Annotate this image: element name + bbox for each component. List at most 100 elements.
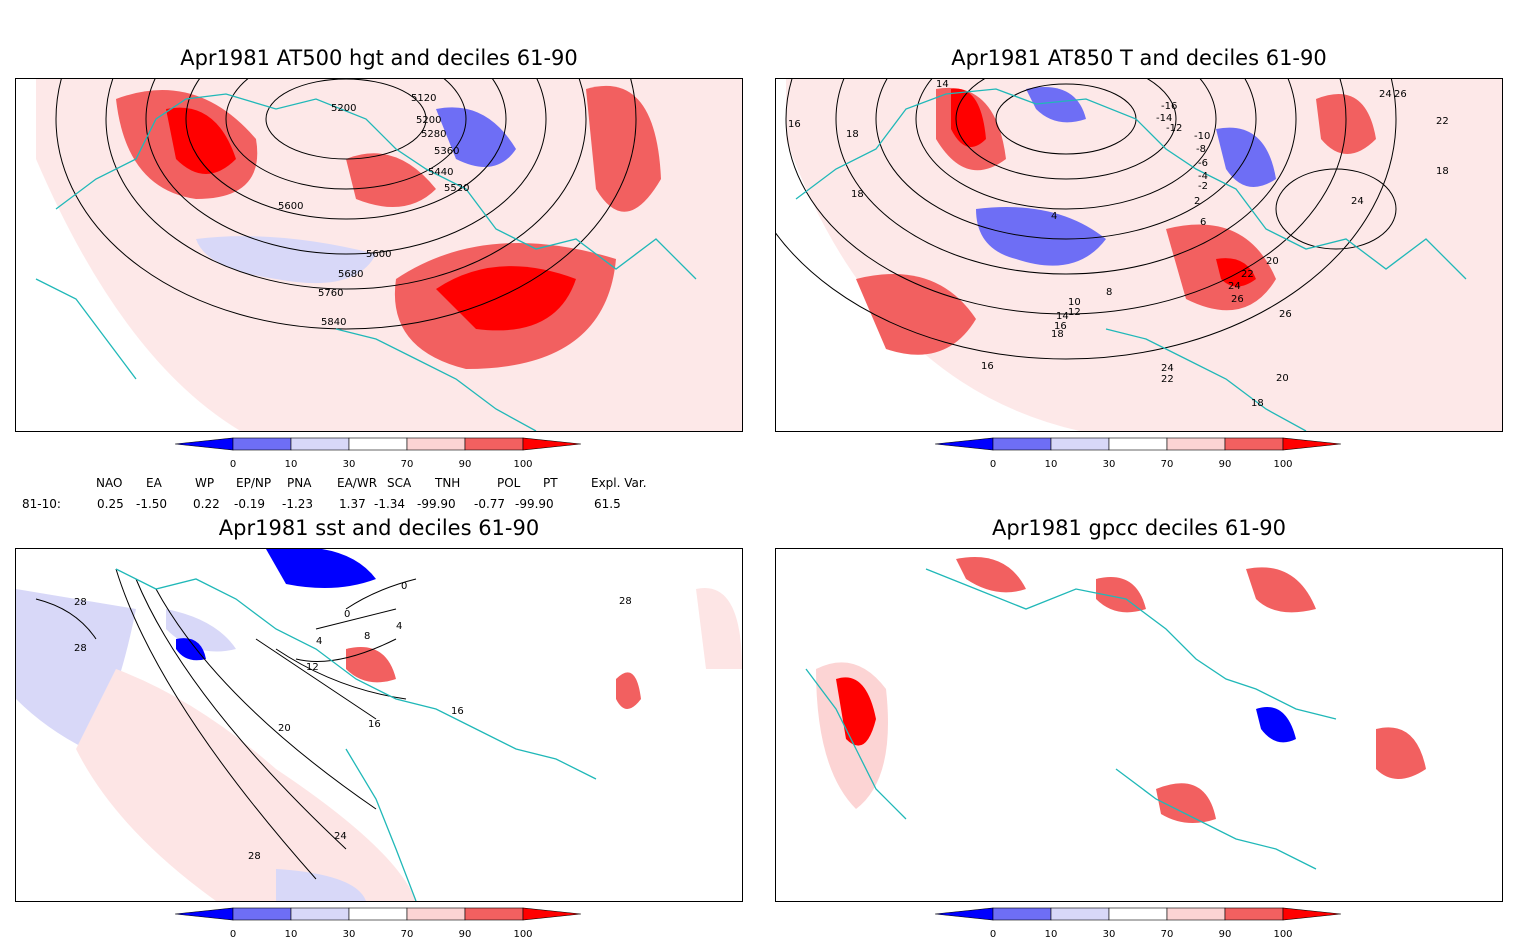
hgt-map: 5200 5120 5200 5280 5360 5440 5520 5600 … — [16, 79, 742, 431]
contour-label: 5280 — [421, 129, 446, 140]
index-header: PT — [543, 476, 558, 490]
index-value: -99.90 — [417, 497, 456, 511]
colorbar-tick-label: 0 — [990, 929, 996, 940]
contour-label: 24 — [1379, 89, 1392, 100]
colorbar-tick-label: 90 — [1219, 459, 1232, 470]
contour-label: 24 — [1351, 196, 1364, 207]
contour-label: -12 — [1166, 123, 1182, 134]
colorbar-segment — [522, 907, 582, 921]
colorbar-4: 0 10 30 70 90 100 — [934, 906, 1345, 942]
colorbar-segment — [934, 907, 994, 921]
colorbar-segment — [290, 907, 350, 921]
t850-map: 14 16 18 18 -16 -14 -12 -10 -8 -6 -4 -2 … — [776, 79, 1502, 431]
contour-label: 24 — [1228, 281, 1241, 292]
colorbar-segment — [232, 907, 292, 921]
colorbar-segment — [232, 437, 292, 451]
index-header: SCA — [387, 476, 412, 490]
colorbar-tick-label: 30 — [343, 459, 356, 470]
contour-label: 24 — [1161, 363, 1174, 374]
map-panel-t850: 14 16 18 18 -16 -14 -12 -10 -8 -6 -4 -2 … — [775, 78, 1503, 432]
gpcc-map — [776, 549, 1502, 901]
contour-label: 8 — [364, 631, 370, 642]
index-header: WP — [195, 476, 215, 490]
colorbar-segment — [464, 907, 524, 921]
colorbar-segment — [1282, 437, 1342, 451]
map-panel-gpcc — [775, 548, 1503, 902]
contour-label: 14 — [1056, 311, 1069, 322]
contour-label: 5200 — [416, 115, 441, 126]
index-value: -0.77 — [474, 497, 506, 511]
contour-label: 20 — [278, 723, 291, 734]
colorbar-segment — [1166, 907, 1226, 921]
colorbar-tick-label: 100 — [1273, 929, 1292, 940]
index-value: -0.19 — [234, 497, 266, 511]
index-value: -1.23 — [282, 497, 314, 511]
contour-label: 16 — [981, 361, 994, 372]
colorbar-segment — [1224, 437, 1284, 451]
colorbar-tick-label: 100 — [513, 459, 532, 470]
contour-label: 5440 — [428, 167, 453, 178]
colorbar-tick-label: 90 — [459, 459, 472, 470]
colorbar-segment — [464, 437, 524, 451]
colorbar-tick-label: 30 — [1103, 459, 1116, 470]
index-value: -1.50 — [136, 497, 168, 511]
colorbar-tick-label: 30 — [343, 929, 356, 940]
colorbar-tick-label: 70 — [401, 929, 414, 940]
index-header: POL — [497, 476, 521, 490]
contour-label: 16 — [451, 706, 464, 717]
index-header: TNH — [435, 476, 461, 490]
index-value: 0.22 — [193, 497, 220, 511]
contour-label: 22 — [1436, 116, 1449, 127]
contour-label: 14 — [936, 79, 949, 90]
colorbar-segment — [1282, 907, 1342, 921]
contour-label: 6 — [1200, 217, 1206, 228]
colorbar-tick-label: 70 — [1161, 929, 1174, 940]
contour-label: 5600 — [278, 201, 303, 212]
colorbar-tick-label: 0 — [990, 459, 996, 470]
colorbar-tick-label: 90 — [459, 929, 472, 940]
contour-label: 10 — [1068, 297, 1081, 308]
contour-label: -8 — [1196, 144, 1206, 155]
colorbar-tick-label: 10 — [285, 929, 298, 940]
contour-label: 12 — [306, 662, 319, 673]
index-value: -1.34 — [374, 497, 406, 511]
colorbar-segment — [1108, 907, 1168, 921]
contour-label: 26 — [1394, 89, 1407, 100]
colorbar-segment — [1050, 437, 1110, 451]
contour-label: 28 — [74, 643, 87, 654]
index-value: -99.90 — [515, 497, 554, 511]
contour-label: 16 — [1054, 321, 1067, 332]
contour-label: 5680 — [338, 269, 363, 280]
colorbar-segment — [1224, 907, 1284, 921]
colorbar-segment — [934, 437, 994, 451]
colorbar-segment — [992, 907, 1052, 921]
index-value: 1.37 — [339, 497, 366, 511]
contour-label: 4 — [316, 636, 322, 647]
colorbar-graphic: 0 10 30 70 90 100 — [934, 437, 1342, 470]
contour-label: 5600 — [366, 249, 391, 260]
panel-title-t850: Apr1981 AT850 T and deciles 61-90 — [951, 46, 1327, 70]
colorbar-tick-label: 10 — [1045, 459, 1058, 470]
contour-label: 5520 — [444, 183, 469, 194]
panel-title-hgt: Apr1981 AT500 hgt and deciles 61-90 — [180, 46, 578, 70]
contour-label: -6 — [1198, 158, 1208, 169]
colorbar-tick-label: 0 — [230, 929, 236, 940]
index-header: PNA — [287, 476, 312, 490]
colorbar-segment — [348, 907, 408, 921]
index-row-label: 81-10: — [22, 497, 61, 511]
contour-label: 16 — [788, 119, 801, 130]
colorbar-segment — [406, 907, 466, 921]
contour-label: 26 — [1231, 294, 1244, 305]
contour-label: 5360 — [434, 146, 459, 157]
colorbar-segment — [992, 437, 1052, 451]
panel-title-sst: Apr1981 sst and deciles 61-90 — [218, 516, 540, 540]
colorbar-tick-label: 0 — [230, 459, 236, 470]
contour-label: 0 — [344, 609, 350, 620]
colorbar-segment — [1166, 437, 1226, 451]
contour-label: 2 — [1194, 196, 1200, 207]
colorbar-tick-label: 100 — [513, 929, 532, 940]
panel-title-gpcc: Apr1981 gpcc deciles 61-90 — [992, 516, 1286, 540]
contour-label: 0 — [401, 581, 407, 592]
contour-label: 18 — [1251, 398, 1264, 409]
contour-label: 26 — [1279, 309, 1292, 320]
